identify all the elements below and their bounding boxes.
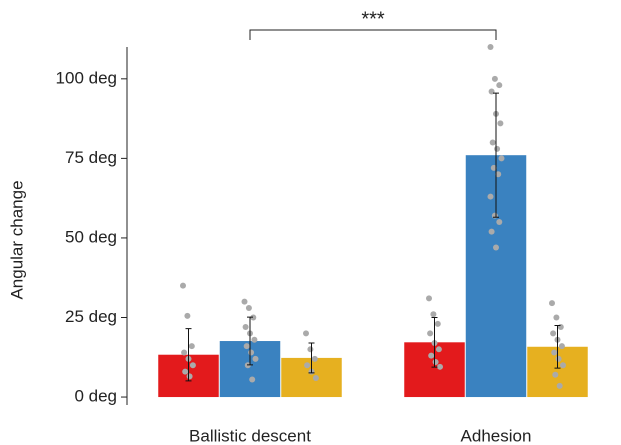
data-point (252, 355, 259, 362)
data-point (250, 314, 257, 321)
data-point (186, 373, 193, 380)
data-point (189, 362, 196, 369)
data-point (435, 346, 442, 353)
error-bar (185, 328, 192, 382)
data-point (495, 171, 502, 178)
error-bar (493, 92, 499, 218)
data-point (491, 75, 498, 82)
data-point (432, 359, 439, 366)
y-tick-label: 75 deg (65, 148, 117, 167)
data-point (494, 145, 501, 152)
data-point (427, 330, 434, 337)
y-tick-label: 100 deg (56, 68, 117, 87)
significance-bracket (249, 29, 497, 40)
data-point (245, 304, 252, 311)
data-point (550, 330, 557, 337)
data-point (490, 164, 497, 171)
error-bar (308, 342, 315, 374)
data-point (487, 44, 494, 50)
significance-label: *** (361, 8, 385, 30)
data-point (241, 298, 248, 305)
x-tick-label: Adhesion (461, 426, 532, 445)
data-point (248, 349, 255, 356)
data-point (553, 314, 560, 321)
data-point (184, 312, 191, 319)
data-point (555, 355, 562, 362)
data-point (312, 374, 319, 381)
data-point (242, 324, 249, 331)
data-point (307, 346, 314, 353)
data-point (487, 193, 494, 200)
data-point (188, 343, 195, 350)
data-point (249, 376, 256, 383)
y-tick-label: 50 deg (65, 227, 117, 246)
data-point (493, 244, 499, 251)
data-point (180, 282, 186, 289)
data-point (434, 320, 441, 327)
data-point (182, 368, 189, 375)
data-point (551, 349, 558, 356)
data-point (560, 362, 566, 369)
data-point (426, 295, 432, 302)
error-bar (554, 324, 561, 369)
data-point (303, 330, 309, 337)
x-tick-label: Ballistic descent (189, 426, 311, 445)
data-point (428, 352, 435, 359)
error-bar (247, 316, 253, 366)
data-point (497, 120, 504, 127)
data-point (491, 212, 498, 219)
data-point (552, 371, 559, 378)
error-bar (431, 316, 438, 368)
data-point (437, 363, 443, 370)
data-point (496, 82, 503, 89)
data-point (489, 139, 496, 146)
data-point (181, 349, 188, 356)
data-point (311, 355, 318, 362)
data-point (251, 336, 258, 343)
data-point (557, 324, 564, 331)
data-point (558, 343, 565, 350)
y-axis-title: Angular change (7, 180, 26, 299)
data-point (430, 311, 437, 318)
y-tick-label: 0 deg (74, 387, 117, 406)
data-point (488, 88, 495, 95)
data-point (498, 155, 505, 162)
y-tick-label: 25 deg (65, 307, 117, 326)
data-point (549, 300, 555, 307)
data-point (556, 382, 563, 389)
data-point (488, 228, 495, 235)
data-point (304, 362, 311, 369)
data-point (243, 343, 250, 350)
data-point (496, 219, 503, 226)
